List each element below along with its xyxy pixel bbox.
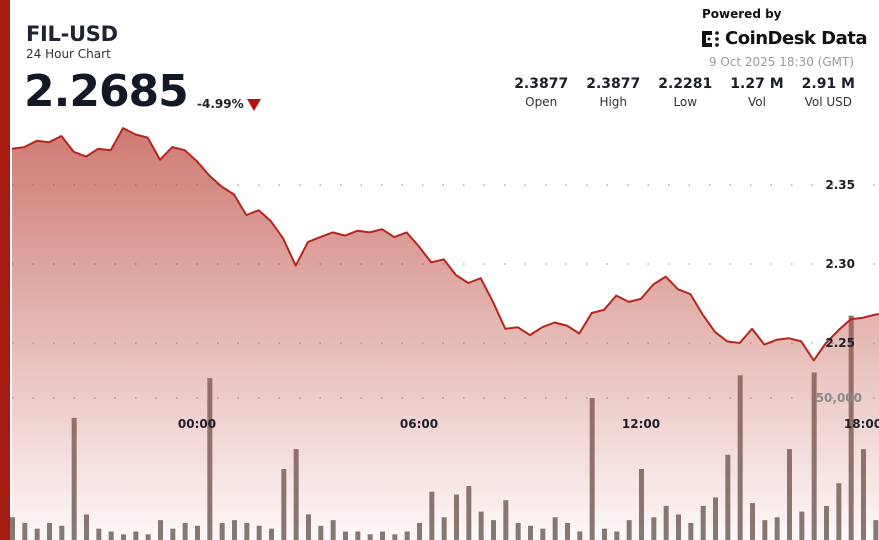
stat-value: 1.27 M: [730, 76, 784, 92]
stat-label: Vol USD: [804, 95, 853, 109]
timestamp: 9 Oct 2025 18:30 (GMT): [708, 55, 854, 69]
coindesk-logo: CoinDesk Data: [700, 28, 868, 49]
stat-low: 2.2281 Low: [658, 76, 712, 109]
stat-label: High: [599, 95, 628, 109]
volume-tick-label: 50,000: [816, 391, 862, 405]
stat-high: 2.3877 High: [586, 76, 640, 109]
stat-vol-usd: 2.91 M Vol USD: [802, 76, 855, 109]
x-tick-label: 12:00: [622, 417, 660, 431]
price-tick-label: 2.35: [825, 178, 855, 192]
stat-label: Low: [673, 95, 698, 109]
price-line: [11, 127, 879, 362]
price-area: [12, 128, 879, 540]
brand-name: CoinDesk Data: [725, 28, 868, 49]
chart-subtitle: 24 Hour Chart: [26, 47, 111, 61]
stat-vol: 1.27 M Vol: [730, 76, 783, 109]
current-price: 2.2685: [24, 66, 189, 117]
coindesk-logo-icon: [702, 30, 719, 47]
accent-bar: [0, 0, 10, 540]
stat-value: 2.91 M: [801, 76, 855, 92]
stat-value: 2.3877: [514, 76, 569, 92]
stat-label: Vol: [747, 95, 766, 109]
stat-value: 2.3877: [586, 76, 641, 92]
stat-label: Open: [525, 95, 558, 109]
x-tick-label: 00:00: [178, 417, 216, 431]
x-tick-label: 18:00: [844, 417, 879, 431]
stat-open: 2.3877 Open: [514, 76, 568, 109]
symbol-title: FIL-USD: [26, 22, 118, 46]
stat-value: 2.2281: [658, 76, 713, 92]
price-tick-label: 2.30: [825, 257, 855, 271]
stats-row: 2.3877 Open 2.3877 High 2.2281 Low 1.27 M Vo…: [514, 76, 855, 109]
down-arrow-icon: [247, 99, 261, 111]
price-change: -4.99%: [197, 97, 244, 111]
price-tick-label: 2.25: [825, 336, 855, 350]
powered-by: Powered by: [702, 7, 782, 21]
x-tick-label: 06:00: [400, 417, 438, 431]
